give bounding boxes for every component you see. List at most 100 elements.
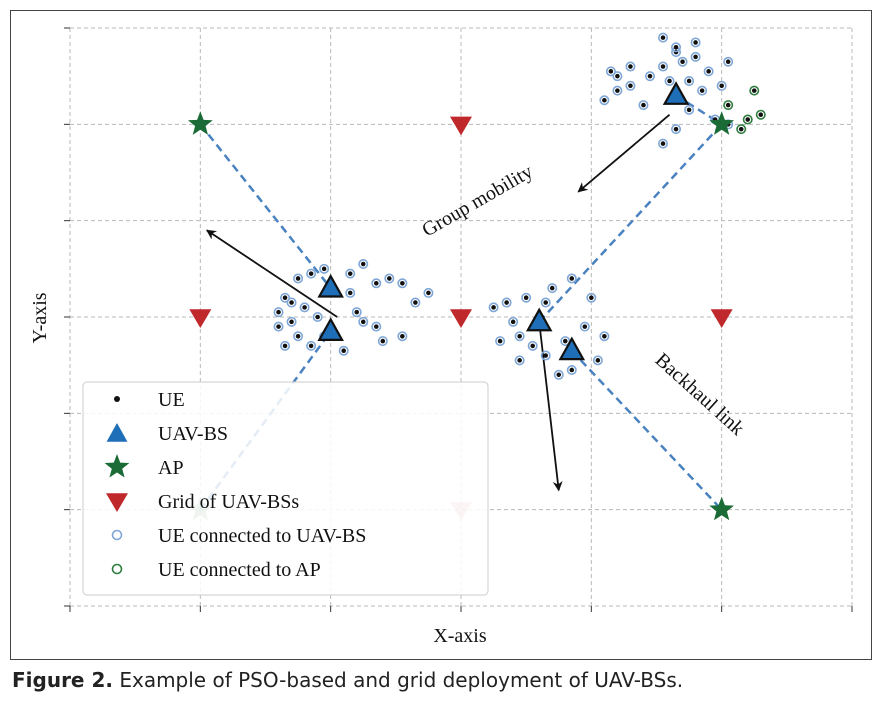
ue-uav-ring [521,292,532,303]
ue-uav-ring [293,331,304,342]
caption-label: Figure 2. [12,668,113,692]
grid-uav-marker [450,309,472,328]
ue-point [660,141,666,146]
ue-uav-ring [658,138,669,149]
ap-marker [709,496,734,521]
annotation-label: Backhaul link [651,349,749,440]
ue-uav-ring [514,355,525,366]
legend-label: AP [158,457,184,479]
ue-uav-ring [508,316,519,327]
ap-marker [188,111,213,135]
ue-ap-ring [749,85,760,96]
ue-point [628,64,633,69]
ue-point [347,290,353,296]
uav-bs-marker [662,81,690,105]
ue-point [673,126,679,132]
ue-uav-ring [684,75,695,86]
ue-uav-ring [319,263,330,274]
ue-point [673,44,679,50]
ue-ap-ring [742,114,753,125]
ue-point [321,266,327,272]
ue-point [308,343,314,349]
backhaul-link [538,123,723,323]
ue-point [660,64,666,69]
ue-point [602,97,607,103]
ue-point [608,69,614,74]
ue-point [380,338,386,344]
grid-uav-marker [450,116,472,136]
ue-uav-ring [377,336,388,347]
ue-ap-ring [755,109,766,120]
ue-point [758,112,764,117]
ue-uav-ring [566,364,577,375]
legend-icon-ue [114,396,120,402]
uav-bs-marker [317,317,344,341]
mobility-arrow [538,321,563,492]
ue-point [373,324,379,329]
ue-uav-ring [638,100,649,111]
ue-uav-ring [286,316,297,327]
ue-point [543,300,549,305]
ue-uav-ring [684,104,695,115]
ue-point [517,333,522,339]
ue-point [719,83,724,89]
ue-uav-ring [599,95,610,106]
ue-uav-ring [397,331,408,342]
ue-uav-ring [527,340,538,351]
ue-point [413,300,418,305]
ue-uav-ring [716,80,727,91]
ue-points [273,32,766,380]
ue-uav-ring [423,287,434,298]
ue-point [282,343,288,349]
ue-point [276,324,281,329]
ue-uav-ring [625,80,636,91]
ue-uav-ring [306,340,317,351]
ue-point [589,295,594,301]
ue-uav-ring [586,292,597,303]
ue-point [562,338,568,344]
backhaul-link [199,123,332,289]
ue-point [510,319,516,325]
ue-point [569,276,575,281]
marker-layer [188,81,734,521]
ue-point [315,314,320,320]
ue-point [686,107,692,113]
legend-box [82,381,489,596]
ue-uav-ring [299,302,310,313]
ue-uav-ring [592,355,603,366]
ue-uav-ring [384,273,395,284]
ue-point [569,367,575,373]
legend-label: UE [158,389,185,411]
legend-label: UE connected to UAV-BS [158,525,366,547]
ue-point [491,305,496,310]
ue-uav-ring [625,61,636,72]
ue-point [706,69,711,74]
ue-point [693,54,698,60]
ue-point [745,117,751,122]
ue-uav-ring [671,124,682,135]
ue-uav-ring [566,273,577,284]
ue-uav-ring [397,278,408,289]
ue-uav-ring [579,321,590,332]
annotation-label: Group mobility [418,161,536,242]
ue-uav-ring [495,336,506,347]
ue-point [582,324,588,329]
ue-uav-ring [273,321,284,332]
ue-uav-ring [358,316,369,327]
ue-point [530,343,535,349]
uav-bs-marker [525,307,553,332]
mobility-arrow [577,114,671,193]
ue-uav-ring [351,307,362,318]
ue-point [602,333,607,339]
ue-ap-ring [723,100,734,111]
ue-uav-ring [371,321,382,332]
ue-uav-ring [664,75,675,86]
ue-point [699,88,705,93]
legend-label: Grid of UAV-BSs [158,491,299,513]
mobility-arrows [206,114,671,492]
ue-uav-ring [540,297,551,308]
ue-point [751,88,757,93]
ue-uav-ring [553,369,564,380]
ue-uav-ring [658,32,669,43]
ue-point [641,102,646,108]
